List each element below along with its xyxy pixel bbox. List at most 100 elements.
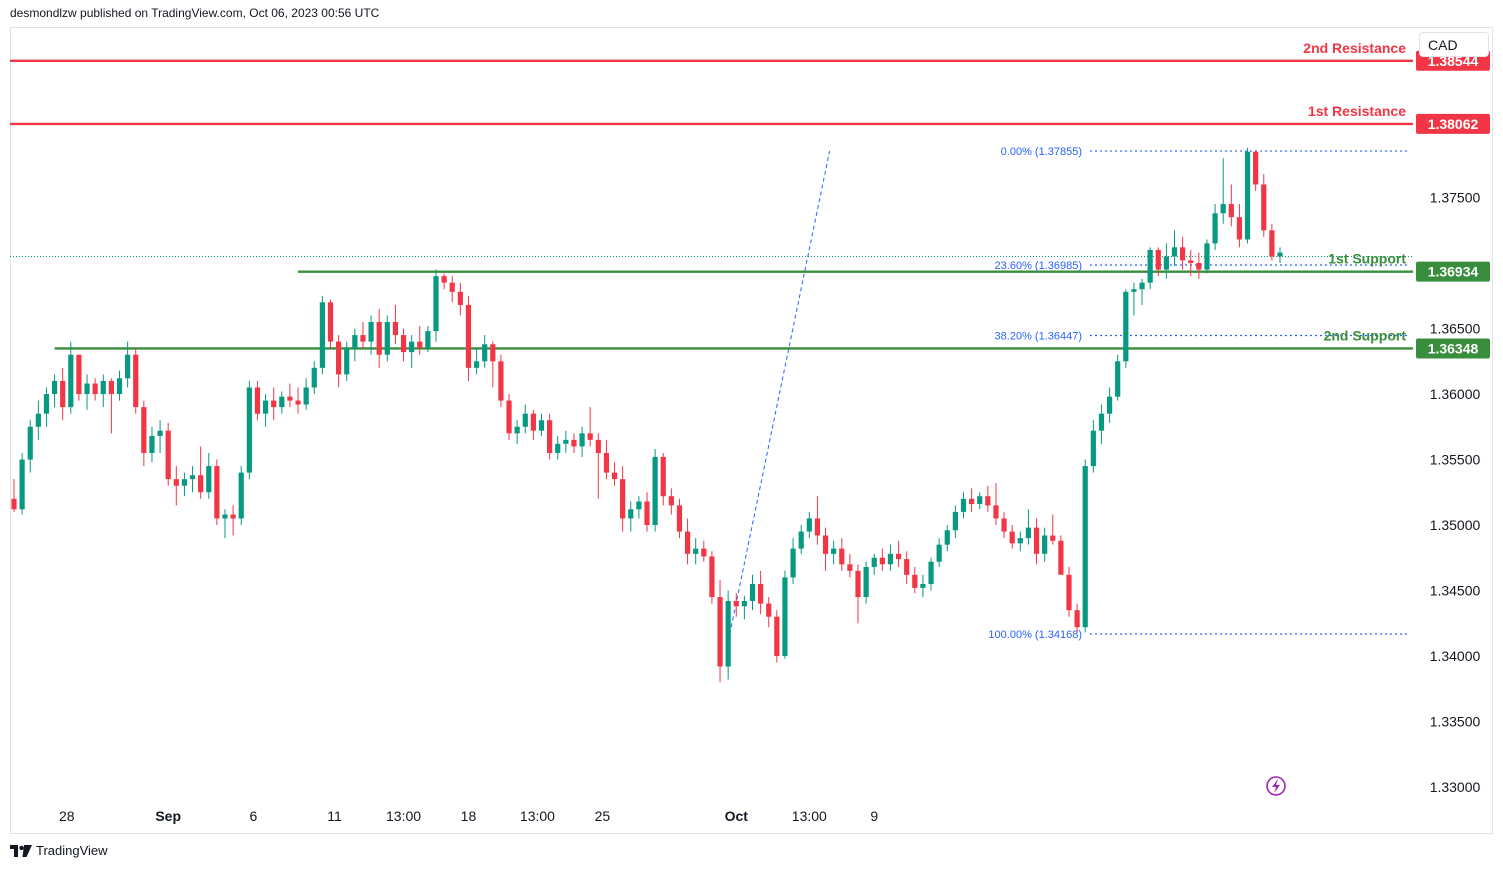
candle-body [51, 380, 58, 395]
candle-body [198, 475, 204, 493]
y-tick-label: 1.36500 [1430, 321, 1481, 337]
candle [149, 426, 155, 463]
candle-body [84, 383, 90, 395]
candle-body [701, 548, 707, 557]
candle-body [319, 302, 325, 368]
x-tick-label: Sep [155, 808, 181, 824]
candle-body [19, 459, 25, 510]
candle [295, 387, 301, 414]
tradingview-logo-icon [10, 844, 32, 857]
candle [376, 308, 382, 368]
candle [1163, 243, 1169, 279]
candle-body [1098, 413, 1105, 431]
candle-body [904, 559, 910, 575]
candle-body [43, 394, 50, 414]
candle-body [1066, 574, 1072, 611]
candle [920, 574, 926, 598]
y-tick-label: 1.34000 [1430, 648, 1481, 664]
level-price-badge [1416, 261, 1490, 282]
candle [831, 540, 837, 565]
y-tick-label: 1.33500 [1430, 714, 1481, 730]
candle-body [790, 548, 796, 578]
candle [904, 551, 910, 584]
candle-body [936, 544, 942, 562]
candle [327, 299, 334, 349]
candle-body [311, 367, 317, 388]
candle-body [417, 341, 423, 349]
candle [409, 335, 415, 368]
candle [506, 394, 512, 440]
candle-body [165, 430, 171, 480]
candle-body [409, 341, 415, 353]
candle [311, 361, 317, 395]
candle [563, 430, 569, 453]
tradingview-logo[interactable]: TradingView [10, 843, 108, 858]
candle-body [758, 583, 764, 604]
candle [725, 590, 731, 680]
currency-selector[interactable]: CAD [1419, 32, 1489, 57]
candle [847, 553, 853, 578]
fib-level-label: 100.00% (1.34168) [988, 629, 1082, 641]
candle [68, 341, 74, 414]
candle-body [376, 321, 382, 355]
candle [51, 374, 58, 408]
candle-body [879, 557, 885, 565]
level-price-text: 1.38062 [1428, 116, 1479, 132]
x-tick-label: Oct [725, 808, 749, 824]
candle [1066, 566, 1072, 617]
candle [822, 527, 829, 571]
candle-body [1009, 531, 1015, 544]
candle-body [1261, 184, 1267, 231]
candle [547, 413, 553, 460]
candle-body [206, 466, 212, 493]
candle [490, 341, 496, 388]
flash-icon[interactable] [1266, 776, 1286, 796]
fib-trend-line [729, 150, 831, 635]
candle [125, 341, 131, 388]
y-tick-label: 1.35000 [1430, 517, 1481, 533]
candle [254, 380, 261, 421]
candle [271, 387, 277, 421]
candle-body [189, 475, 196, 480]
candle-body [1001, 518, 1007, 532]
candle-body [603, 452, 610, 473]
candle [977, 492, 983, 510]
candle-body [912, 574, 918, 588]
candle-body [1090, 430, 1096, 467]
candle [1123, 289, 1129, 368]
x-tick-label: 13:00 [520, 808, 555, 824]
candle-body [1050, 535, 1056, 541]
candle [360, 321, 366, 349]
candle [912, 566, 918, 594]
candle [1188, 249, 1194, 277]
candle [660, 452, 666, 506]
candle [400, 328, 407, 362]
candle-body [944, 530, 950, 545]
candle-body [514, 426, 520, 434]
candle [579, 426, 585, 457]
candle [1042, 527, 1048, 562]
candle [1155, 247, 1161, 277]
chart-frame [10, 27, 1493, 834]
candle [611, 462, 618, 486]
candle-body [1253, 151, 1259, 185]
candle [60, 367, 66, 421]
candle [636, 496, 642, 519]
candle [668, 488, 674, 515]
candle [839, 538, 845, 571]
candle [206, 452, 212, 499]
candle-body [141, 407, 147, 453]
candle [855, 564, 861, 624]
candle-body [506, 400, 512, 434]
candle-body [717, 597, 723, 667]
candle [684, 518, 691, 565]
candle-body [1244, 151, 1251, 240]
candle [189, 466, 196, 493]
y-tick-label: 1.35500 [1430, 452, 1481, 468]
candle-body [798, 531, 804, 549]
candle [798, 525, 804, 554]
candle-body [1228, 204, 1234, 218]
candle [133, 348, 139, 414]
candle [368, 315, 374, 355]
